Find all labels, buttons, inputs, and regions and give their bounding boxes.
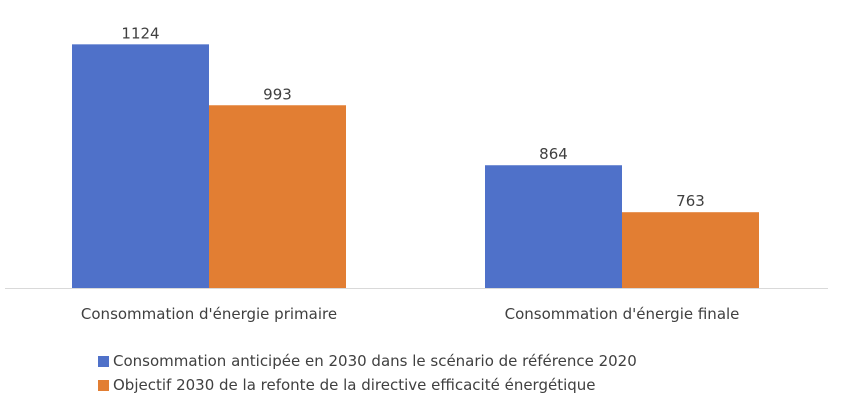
legend-label: Objectif 2030 de la refonte de la direct… xyxy=(113,376,596,394)
legend-item-series-1: Objectif 2030 de la refonte de la direct… xyxy=(98,373,637,397)
legend-swatch xyxy=(98,379,109,391)
data-label: 763 xyxy=(676,192,705,210)
legend-label: Consommation anticipée en 2030 dans le s… xyxy=(113,352,637,370)
legend-swatch xyxy=(98,355,109,367)
bar xyxy=(72,44,209,289)
category-label: Consommation d'énergie finale xyxy=(505,305,740,323)
data-label: 1124 xyxy=(121,24,159,42)
legend-item-series-0: Consommation anticipée en 2030 dans le s… xyxy=(98,349,637,373)
category-label: Consommation d'énergie primaire xyxy=(81,305,337,323)
legend: Consommation anticipée en 2030 dans le s… xyxy=(98,349,637,397)
bar xyxy=(622,212,759,288)
data-label: 864 xyxy=(539,145,568,163)
bar-chart: 1124 993 Consommation d'énergie primaire 86… xyxy=(5,24,828,323)
bar xyxy=(209,105,346,288)
bar xyxy=(485,165,622,288)
data-label: 993 xyxy=(263,85,292,103)
